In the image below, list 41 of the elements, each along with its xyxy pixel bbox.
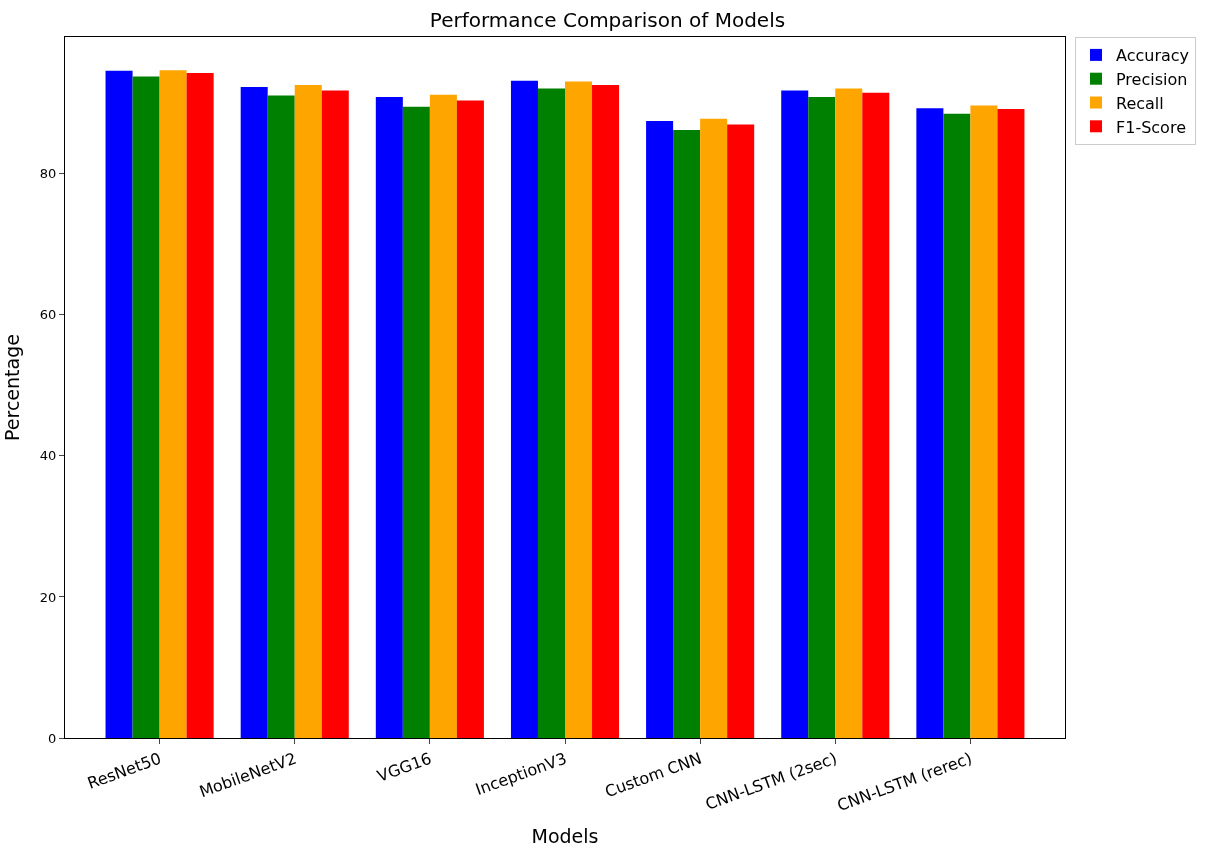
bar <box>673 130 701 738</box>
bar <box>916 108 944 738</box>
bar <box>402 106 430 738</box>
y-tick-label: 80 <box>39 166 57 182</box>
bar <box>429 94 457 738</box>
bar <box>970 105 998 738</box>
y-axis-title: Percentage <box>0 334 23 441</box>
bar <box>240 87 268 738</box>
bar <box>565 81 593 738</box>
bar <box>997 108 1025 738</box>
bar <box>321 90 349 738</box>
bar <box>132 76 160 738</box>
bar <box>267 95 295 738</box>
legend-label: F1-Score <box>1116 117 1186 137</box>
bar <box>456 100 484 738</box>
bar <box>700 118 728 738</box>
bar <box>105 70 133 738</box>
chart-title: Performance Comparison of Models <box>429 7 786 32</box>
y-tick-label: 40 <box>39 448 57 464</box>
bar <box>835 88 863 738</box>
bar <box>646 120 674 738</box>
legend-label: Accuracy <box>1116 46 1190 66</box>
x-tick-label: Custom CNN <box>602 748 705 802</box>
y-tick-label: 0 <box>48 730 57 746</box>
bar <box>537 88 565 738</box>
bar <box>294 84 322 738</box>
bar <box>943 113 971 738</box>
bar <box>375 96 403 738</box>
bar <box>159 70 187 738</box>
y-tick-label: 60 <box>39 307 57 323</box>
bar <box>727 124 755 738</box>
legend-label: Recall <box>1116 93 1164 113</box>
bar <box>510 80 538 738</box>
bar <box>808 96 836 738</box>
bar <box>186 72 214 738</box>
legend-label: Precision <box>1116 69 1188 89</box>
y-tick-label: 20 <box>39 589 57 605</box>
bar <box>862 92 890 738</box>
x-axis-title: Models <box>531 824 599 847</box>
bar <box>781 90 809 738</box>
bar <box>592 84 620 738</box>
